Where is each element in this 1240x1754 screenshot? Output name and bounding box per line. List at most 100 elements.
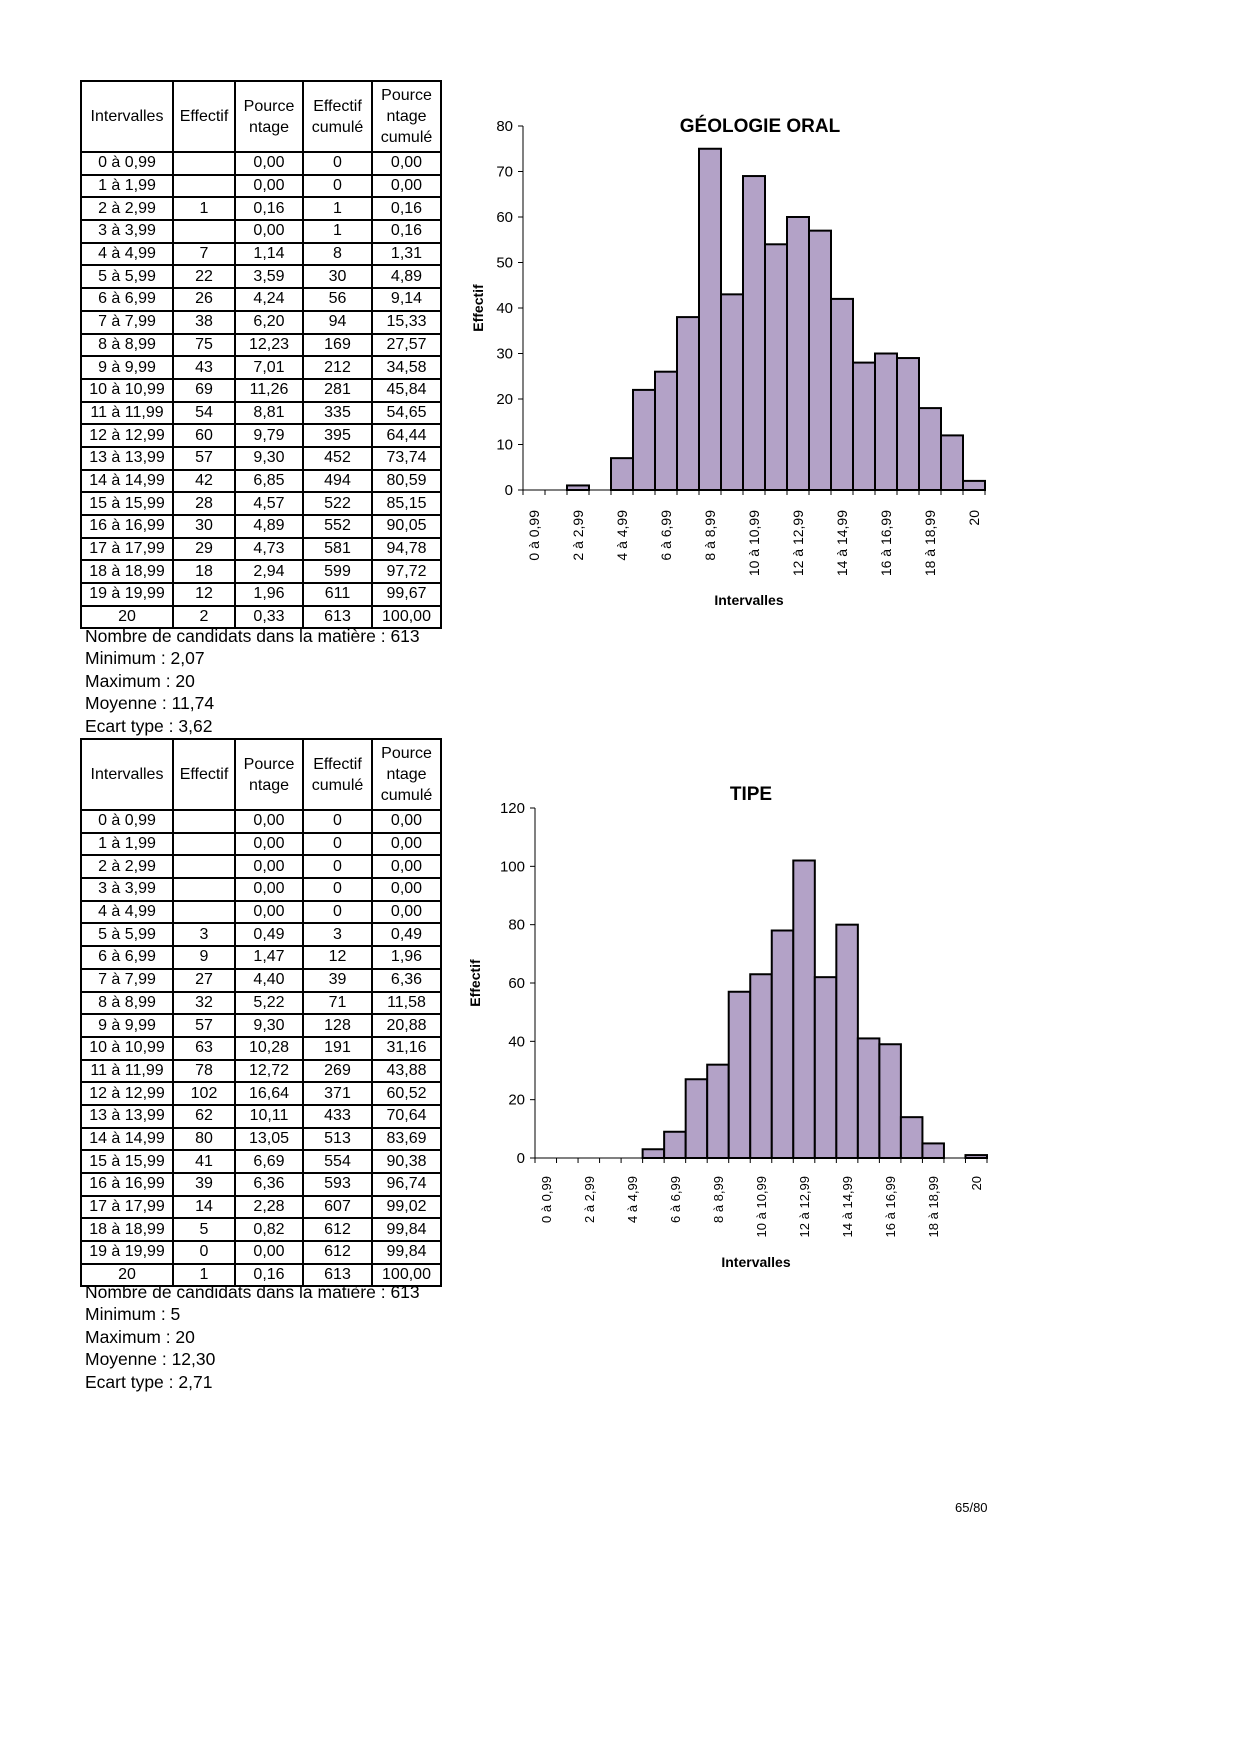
table-cell: 1,47	[234, 945, 304, 970]
table-cell: 64,44	[371, 423, 442, 448]
y-tick-label: 0	[505, 482, 513, 499]
table-cell: 7 à 7,99	[80, 967, 174, 993]
table-cell: 433	[302, 1103, 373, 1129]
table-row: 0 à 0,99 0,00 0 0,00	[80, 809, 442, 834]
table-row: 15 à 15,99 28 4,57 522 85,15	[80, 491, 442, 516]
y-tick-label: 60	[508, 975, 525, 992]
bar	[720, 293, 744, 491]
table-cell: 43,88	[371, 1058, 442, 1084]
table-cell: 0,82	[234, 1217, 304, 1243]
table-cell: 0,00	[371, 173, 442, 199]
table-cell: 34,58	[371, 355, 442, 380]
table-cell: 90,38	[371, 1149, 442, 1174]
table-cell: 11,58	[371, 990, 442, 1016]
bar	[896, 357, 920, 491]
table-cell: 26	[172, 287, 236, 312]
bar	[856, 1037, 881, 1159]
table-cell: 335	[302, 400, 373, 426]
table-cell: 2	[172, 604, 236, 630]
y-tick-label: 100	[500, 858, 525, 875]
table-row: 14 à 14,99 80 13,05 513 83,69	[80, 1126, 442, 1152]
table-cell: 613	[302, 604, 373, 630]
table-cell: 99,67	[371, 582, 442, 607]
table-cell: 30	[302, 264, 373, 290]
y-tick-label: 70	[496, 164, 513, 181]
table-cell: 371	[302, 1081, 373, 1106]
table-cell: 99,84	[371, 1217, 442, 1243]
table-cell: 0,33	[234, 604, 304, 630]
x-tick-label: 10 à 10,99	[746, 510, 762, 576]
table-cell: 0,00	[234, 831, 304, 857]
table-cell: 60	[172, 423, 236, 448]
y-tick-label: 120	[500, 800, 525, 817]
table-cell: 10 à 10,99	[80, 1035, 174, 1061]
table-cell: 0	[302, 877, 373, 902]
table-cell: 0,00	[234, 1240, 304, 1265]
table-cell: 60,52	[371, 1081, 442, 1106]
bar	[749, 973, 773, 1159]
table-cell: 99,84	[371, 1240, 442, 1265]
table-cell: 581	[302, 536, 373, 562]
table-cell: 45,84	[371, 377, 442, 403]
table-cell: 56	[302, 287, 373, 312]
table-cell: 28	[172, 491, 236, 516]
bar	[684, 1078, 709, 1159]
table-cell	[172, 173, 236, 199]
table-row: 1 à 1,99 0,00 0 0,00	[80, 173, 442, 199]
stat-line: Minimum : 5	[85, 1304, 181, 1325]
table-cell: 6,85	[234, 468, 304, 494]
table-cell: 6,36	[234, 1172, 304, 1197]
chart-title: GÉOLOGIE ORAL	[680, 115, 841, 137]
table-cell: 4,73	[234, 536, 304, 562]
chart-title: TIPE	[730, 784, 772, 805]
table-row: 19 à 19,99 0 0,00 612 99,84	[80, 1240, 442, 1265]
table-cell: 0	[302, 173, 373, 199]
table-cell: 0,00	[371, 809, 442, 834]
table-cell: 2,28	[234, 1194, 304, 1220]
table-cell: 613	[302, 1262, 373, 1288]
table-cell: 54	[172, 400, 236, 426]
bar	[742, 175, 766, 492]
table-cell: 9,14	[371, 287, 442, 312]
x-tick-label: 14 à 14,99	[840, 1176, 855, 1237]
x-tick-label: 2 à 2,99	[570, 510, 586, 561]
bar	[918, 407, 942, 492]
table-cell: 0,16	[371, 196, 442, 222]
table-row: 18 à 18,99 5 0,82 612 99,84	[80, 1217, 442, 1243]
table-cell: 0	[302, 809, 373, 834]
table-cell: 611	[302, 582, 373, 607]
table-row: 12 à 12,99 60 9,79 395 64,44	[80, 423, 442, 448]
table-cell: 41	[172, 1149, 236, 1174]
x-tick-label: 12 à 12,99	[797, 1176, 812, 1237]
table-cell: 2 à 2,99	[80, 196, 174, 222]
stat-line: Nombre de candidats dans la matière : 61…	[85, 1282, 420, 1302]
table-cell: 10 à 10,99	[80, 377, 174, 403]
table-cell: 62	[172, 1103, 236, 1129]
bar	[835, 923, 859, 1159]
table-cell: 100,00	[371, 1262, 442, 1288]
table-cell: 1,14	[234, 241, 304, 267]
table-row: 17 à 17,99 29 4,73 581 94,78	[80, 536, 442, 562]
y-axis-label: Effectif	[470, 284, 486, 332]
table-cell: 54,65	[371, 400, 442, 426]
bar	[770, 929, 795, 1159]
table-cell: 395	[302, 423, 373, 448]
table-cell: 1	[172, 196, 236, 222]
table-cell: 1,96	[371, 945, 442, 970]
table-cell: 1,31	[371, 241, 442, 267]
table-cell	[172, 151, 236, 176]
table-cell: 78	[172, 1058, 236, 1084]
table-cell: 128	[302, 1013, 373, 1038]
x-tick-label: 12 à 12,99	[790, 510, 806, 576]
table-cell: 0,00	[234, 854, 304, 880]
table-row: 2 à 2,99 1 0,16 1 0,16	[80, 196, 442, 222]
table-cell: 607	[302, 1194, 373, 1220]
table-cell: 13,05	[234, 1126, 304, 1152]
table-row: 16 à 16,99 30 4,89 552 90,05	[80, 514, 442, 539]
table-cell: 11 à 11,99	[80, 1058, 174, 1084]
table-cell: 0	[302, 899, 373, 925]
stat-line: Ecart type : 2,71	[85, 1371, 213, 1392]
table-cell: 9,30	[234, 1013, 304, 1038]
table-cell: 3	[302, 922, 373, 948]
table-cell: 0,49	[234, 922, 304, 948]
